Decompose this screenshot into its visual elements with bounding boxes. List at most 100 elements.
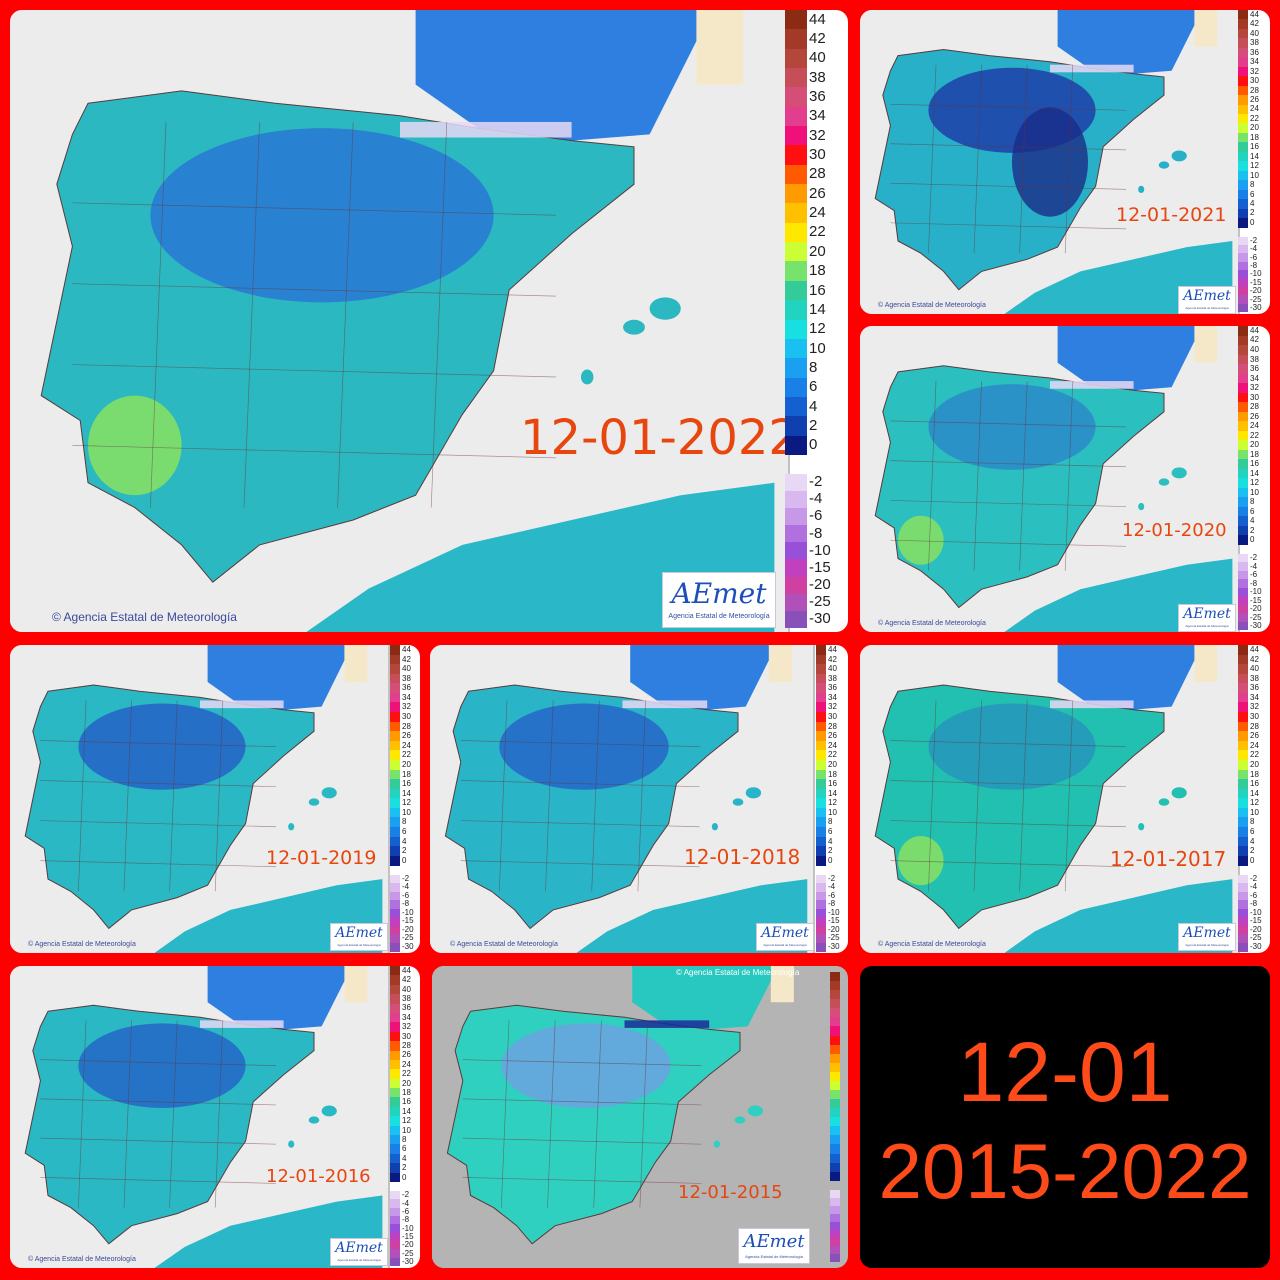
legend-label: 34 — [402, 692, 411, 702]
legend-label: -10 — [402, 1223, 414, 1233]
legend-label: 12 — [828, 798, 837, 808]
legend-label: 26 — [1250, 95, 1259, 104]
legend-swatch — [1238, 95, 1248, 106]
legend-swatch — [390, 692, 400, 703]
legend-label: -30 — [809, 610, 831, 628]
legend-swatch — [390, 855, 400, 866]
legend-swatch — [816, 759, 826, 771]
legend-label: 34 — [828, 692, 837, 702]
legend-swatch — [1238, 798, 1248, 809]
temperature-legend: 44 42 40 38 36 34 32 30 28 26 24 22 20 18 16 14 12 10 8 6 4 2… — [1238, 326, 1267, 631]
legend-swatch — [785, 48, 807, 69]
legend-swatch — [816, 645, 826, 656]
legend-swatch — [1238, 335, 1248, 346]
legend-label: 0 — [1250, 217, 1255, 227]
legend-label: 16 — [828, 779, 837, 789]
legend-swatch — [816, 740, 826, 751]
temperature-legend: 44 42 40 38 36 34 32 30 28 26 24 22 20 18 16 14 12 10 8 6 4 2… — [390, 966, 419, 1267]
legend-label: 14 — [402, 788, 411, 798]
legend-label: 38 — [828, 673, 837, 683]
legend-swatch — [1238, 750, 1248, 761]
legend-label: 6 — [828, 826, 833, 836]
legend-label: -2 — [402, 873, 410, 883]
map-date-label: 12-01-2022 — [520, 410, 799, 466]
legend-label: 28 — [402, 721, 411, 731]
legend-label: -30 — [1250, 620, 1262, 630]
legend-label: 34 — [809, 107, 826, 125]
legend-label: 22 — [809, 223, 826, 241]
legend-swatch — [1238, 525, 1248, 536]
aemet-logo: AEmet Agencia Estatal de Meteorología — [1178, 923, 1236, 951]
aemet-logo-subtext: Agencia Estatal de Meteorología — [337, 1258, 381, 1262]
legend-label: -20 — [402, 924, 414, 934]
map-panel-2022: 12-01-2022 © Agencia Estatal de Meteorol… — [10, 10, 848, 632]
legend-label: 2 — [828, 846, 833, 856]
temperature-map-2018 — [430, 645, 815, 953]
temperature-legend: 44 42 40 38 36 34 32 30 28 26 24 22 20 18 16 14 12 10 8 6 4 2… — [390, 645, 419, 952]
legend-label: 10 — [828, 807, 837, 817]
legend-swatch — [830, 1026, 840, 1037]
legend-swatch — [390, 1059, 400, 1070]
legend-label: 24 — [1250, 104, 1259, 114]
legend-label: 8 — [1250, 817, 1255, 827]
legend-swatch — [830, 1053, 840, 1064]
legend-label: -2 — [1250, 235, 1258, 245]
legend-label: 26 — [1250, 411, 1259, 421]
legend-label: -4 — [828, 882, 836, 892]
legend-label: 38 — [402, 994, 411, 1004]
legend-swatch — [1238, 57, 1248, 68]
legend-label: 34 — [402, 1012, 411, 1022]
map-date-label: 12-01-2021 — [1116, 204, 1227, 226]
legend-swatch — [830, 1035, 840, 1046]
legend-label: 32 — [1250, 66, 1259, 76]
legend-swatch — [390, 654, 400, 665]
legend-label: 18 — [828, 769, 837, 779]
legend-swatch — [1238, 506, 1248, 517]
legend-swatch — [785, 358, 807, 379]
legend-swatch — [1238, 189, 1248, 200]
legend-label: -20 — [1250, 604, 1262, 614]
legend-label: -2 — [809, 473, 823, 491]
legend-swatch — [830, 1189, 840, 1199]
legend-swatch — [830, 1237, 840, 1247]
legend-label: -15 — [1250, 277, 1262, 287]
legend-label: -15 — [1250, 595, 1262, 605]
legend-swatch — [816, 788, 826, 799]
legend-swatch — [830, 1080, 840, 1091]
legend-swatch — [390, 836, 400, 847]
legend-swatch — [390, 817, 400, 828]
legend-swatch — [1238, 10, 1248, 20]
legend-label: 18 — [1250, 769, 1259, 779]
legend-label: 16 — [809, 281, 826, 299]
legend-swatch — [785, 145, 807, 166]
legend-label: 44 — [402, 966, 411, 975]
legend-label: 36 — [1250, 683, 1259, 693]
legend-swatch — [785, 29, 807, 50]
legend-label: 44 — [809, 10, 826, 28]
legend-swatch — [1238, 402, 1248, 413]
legend-label: 4 — [1250, 836, 1255, 846]
legend-swatch — [830, 1008, 840, 1018]
legend-swatch — [390, 1172, 400, 1183]
legend-label: 40 — [402, 664, 411, 674]
legend-swatch — [390, 1078, 400, 1089]
legend-swatch — [390, 1135, 400, 1145]
legend-swatch — [785, 126, 807, 146]
copyright-credit: © Agencia Estatal de Meteorología — [28, 941, 136, 948]
legend-label: -25 — [1250, 294, 1262, 304]
legend-swatch — [1238, 440, 1248, 451]
legend-label: 4 — [809, 397, 818, 415]
legend-swatch — [1238, 261, 1248, 271]
legend-label: 22 — [1250, 750, 1259, 760]
legend-swatch — [1238, 430, 1248, 441]
legend-swatch — [785, 507, 807, 526]
legend-label: 2 — [402, 846, 407, 856]
map-date-label: 12-01-2019 — [266, 847, 377, 869]
legend-swatch — [1238, 712, 1248, 723]
legend-label: 2 — [402, 1163, 407, 1173]
legend-swatch — [1238, 208, 1248, 219]
legend-swatch — [830, 981, 840, 991]
legend-label: 6 — [1250, 189, 1255, 199]
legend-swatch — [390, 702, 400, 713]
legend-label: 18 — [402, 769, 411, 779]
